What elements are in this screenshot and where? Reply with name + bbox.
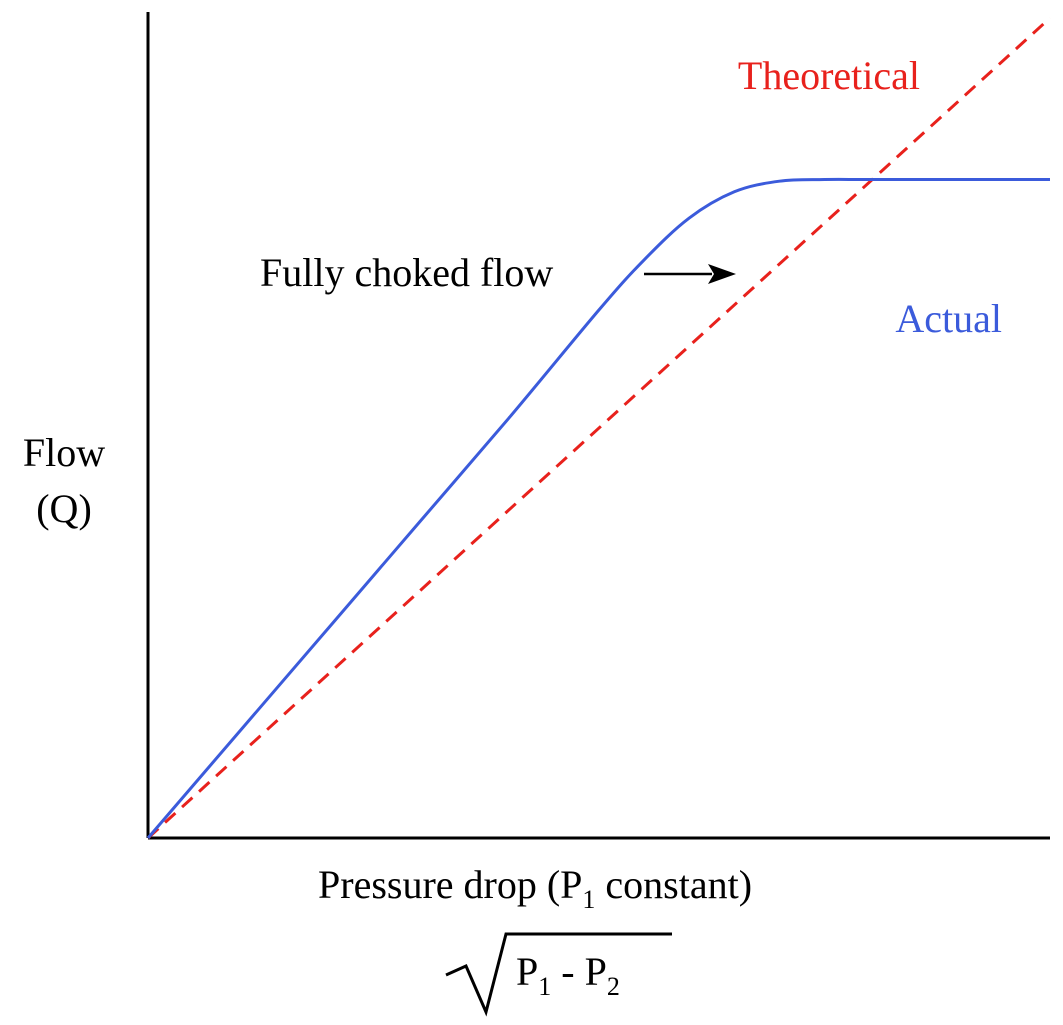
x-axis-formula: P1 - P2 <box>516 949 620 1001</box>
actual-label: Actual <box>895 296 1002 341</box>
x-axis-label-rest: constant) <box>595 862 752 907</box>
x-axis-label: Pressure drop (P1 constant) <box>318 862 752 914</box>
formula-p1: P <box>516 949 538 994</box>
theoretical-series-line <box>146 16 1052 840</box>
x-axis-label-main: Pressure drop (P <box>318 862 582 907</box>
y-axis-label-line1: Flow <box>23 430 105 475</box>
annotation-fully-choked: Fully choked flow <box>260 250 553 295</box>
formula-p2-sub: 2 <box>607 972 620 1001</box>
formula-p1-sub: 1 <box>538 972 551 1001</box>
actual-series-line <box>146 177 1050 839</box>
sqrt-symbol <box>445 932 672 1017</box>
formula-minus-p2: - P <box>551 949 607 994</box>
theoretical-label: Theoretical <box>738 53 920 98</box>
x-axis-label-sub: 1 <box>582 885 595 914</box>
y-axis-label-line2: (Q) <box>36 486 92 531</box>
annotation-arrow-head <box>708 264 736 284</box>
